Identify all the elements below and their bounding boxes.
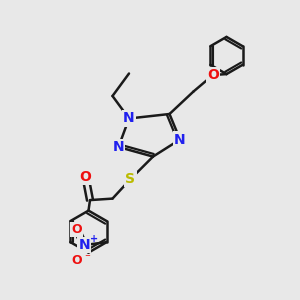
Text: O: O (80, 170, 92, 184)
Text: N: N (113, 140, 124, 154)
Text: O: O (71, 254, 82, 267)
Text: N: N (123, 112, 135, 125)
Text: O: O (207, 68, 219, 82)
Text: N: N (78, 238, 90, 252)
Text: +: + (90, 234, 98, 244)
Text: N: N (174, 133, 186, 146)
Text: O: O (71, 223, 82, 236)
Text: ⁻: ⁻ (84, 253, 90, 263)
Text: S: S (125, 172, 136, 186)
